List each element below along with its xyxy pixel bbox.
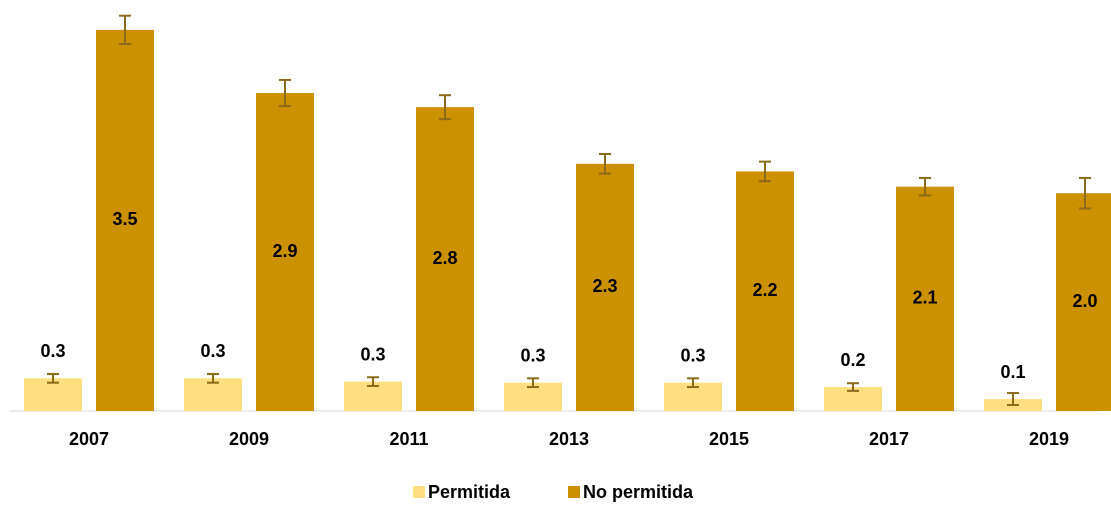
- x-tick-label: 2017: [869, 429, 909, 449]
- bar: [96, 29, 154, 411]
- x-tick-label: 2009: [229, 429, 269, 449]
- data-label: 2.3: [592, 276, 617, 296]
- bar: [824, 387, 882, 411]
- data-label: 2.8: [432, 248, 457, 268]
- bar: [1056, 193, 1111, 411]
- x-tick-label: 2007: [69, 429, 109, 449]
- bar: [256, 93, 314, 412]
- x-tick-label: 2019: [1029, 429, 1069, 449]
- data-label: 2.9: [272, 241, 297, 261]
- bar: [24, 378, 82, 411]
- x-tick-label: 2015: [709, 429, 749, 449]
- data-label: 0.3: [520, 345, 545, 365]
- bar: [896, 186, 954, 411]
- bar: [184, 378, 242, 411]
- data-label: 0.2: [840, 350, 865, 370]
- data-label: 0.3: [360, 344, 385, 364]
- x-tick-label: 2011: [389, 429, 428, 449]
- data-label: 2.2: [752, 280, 777, 300]
- legend-label: Permitida: [428, 482, 511, 502]
- data-label: 0.1: [1000, 362, 1025, 382]
- data-label: 0.3: [680, 345, 705, 365]
- data-label: 2.0: [1072, 291, 1097, 311]
- data-label: 0.3: [200, 341, 225, 361]
- data-label: 3.5: [112, 209, 137, 229]
- data-label: 2.1: [912, 288, 937, 308]
- legend-swatch: [568, 486, 580, 498]
- bar: [736, 171, 794, 411]
- bar: [416, 107, 474, 411]
- x-tick-label: 2013: [549, 429, 589, 449]
- data-label: 0.3: [40, 341, 65, 361]
- bar: [576, 163, 634, 411]
- legend-label: No permitida: [583, 482, 694, 502]
- legend-swatch: [413, 486, 425, 498]
